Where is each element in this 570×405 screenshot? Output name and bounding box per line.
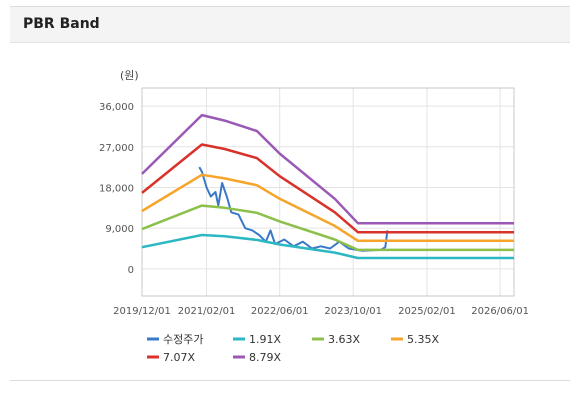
legend-label: 1.91X — [249, 333, 281, 346]
legend-label: 5.35X — [407, 333, 439, 346]
bottom-rule — [10, 380, 570, 381]
y-tick-label: 0 — [128, 265, 134, 276]
y-tick-label: 18,000 — [99, 183, 134, 194]
legend-label: 수정주가 — [163, 333, 203, 346]
y-axis: 0 9,000 18,000 27,000 36,000 — [99, 102, 134, 276]
series-line-band-5 — [141, 113, 514, 225]
legend-label: 8.79X — [249, 351, 281, 364]
series-line-price — [198, 166, 389, 252]
x-tick-label: 2022/06/01 — [251, 306, 309, 317]
x-tick-label: 2025/02/01 — [398, 306, 456, 317]
series-line-band-3 — [141, 173, 514, 243]
x-tick-label: 2026/06/01 — [471, 306, 529, 317]
series-layer — [141, 113, 514, 260]
series-line-band-1 — [141, 233, 514, 260]
legend-label: 3.63X — [328, 333, 360, 346]
series-line-band-4 — [141, 143, 514, 234]
x-tick-label: 2023/10/01 — [324, 306, 382, 317]
panel-header: PBR Band — [10, 7, 570, 43]
y-tick-label: 27,000 — [99, 143, 134, 154]
series-line-band-2 — [141, 204, 514, 252]
y-unit-label: (원) — [120, 69, 139, 82]
panel-title: PBR Band — [23, 16, 100, 32]
x-axis: 2019/12/01 2021/02/01 2022/06/01 2023/10/01… — [113, 306, 529, 317]
legend-label: 7.07X — [163, 351, 195, 364]
y-tick-label: 9,000 — [105, 224, 134, 235]
legend: 수정주가 1.91X 3.63X 5.35X 7.07X 8.79X — [147, 333, 439, 364]
x-tick-label: 2021/02/01 — [178, 306, 236, 317]
x-tick-label: 2019/12/01 — [113, 306, 171, 317]
top-rule — [10, 6, 570, 7]
y-tick-label: 36,000 — [99, 102, 134, 113]
